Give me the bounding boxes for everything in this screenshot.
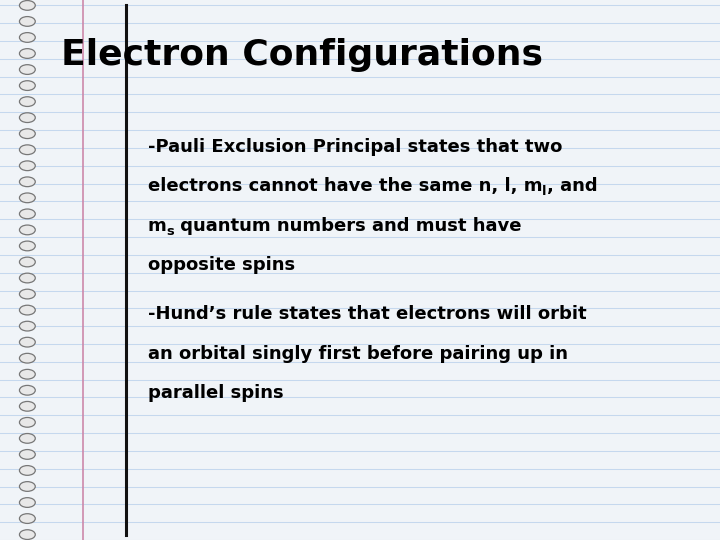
Ellipse shape	[19, 225, 35, 235]
Text: l: l	[542, 177, 546, 190]
Text: -Hund’s rule states that electrons will orbit: -Hund’s rule states that electrons will …	[148, 305, 586, 323]
Text: -Pauli Exclusion Principal states that two: -Pauli Exclusion Principal states that t…	[148, 138, 562, 156]
Ellipse shape	[19, 80, 35, 90]
Ellipse shape	[19, 353, 35, 363]
Ellipse shape	[19, 369, 35, 379]
Ellipse shape	[19, 465, 35, 475]
Text: Electron Configurations: Electron Configurations	[61, 38, 543, 72]
Ellipse shape	[19, 177, 35, 187]
Ellipse shape	[19, 289, 35, 299]
Ellipse shape	[19, 450, 35, 460]
Ellipse shape	[19, 417, 35, 427]
Text: m: m	[148, 217, 166, 234]
Ellipse shape	[19, 482, 35, 491]
Text: quantum numbers and must have: quantum numbers and must have	[174, 217, 521, 234]
Ellipse shape	[19, 113, 35, 123]
Ellipse shape	[19, 401, 35, 411]
Text: m: m	[148, 217, 166, 234]
Ellipse shape	[19, 514, 35, 523]
Ellipse shape	[19, 241, 35, 251]
Ellipse shape	[19, 434, 35, 443]
Text: opposite spins: opposite spins	[148, 256, 294, 274]
Ellipse shape	[19, 97, 35, 106]
Ellipse shape	[19, 321, 35, 331]
Ellipse shape	[19, 193, 35, 202]
Ellipse shape	[19, 498, 35, 508]
Ellipse shape	[19, 386, 35, 395]
Ellipse shape	[19, 530, 35, 539]
Ellipse shape	[19, 49, 35, 58]
Ellipse shape	[19, 145, 35, 154]
Ellipse shape	[19, 209, 35, 219]
Text: electrons cannot have the same n, l, m: electrons cannot have the same n, l, m	[148, 177, 542, 195]
Text: an orbital singly first before pairing up in: an orbital singly first before pairing u…	[148, 345, 567, 362]
Ellipse shape	[19, 1, 35, 10]
Ellipse shape	[19, 32, 35, 42]
Ellipse shape	[19, 338, 35, 347]
Text: s: s	[166, 217, 174, 230]
Ellipse shape	[19, 305, 35, 315]
Text: , and: , and	[546, 177, 597, 195]
Ellipse shape	[19, 273, 35, 283]
Ellipse shape	[19, 129, 35, 139]
Text: parallel spins: parallel spins	[148, 384, 283, 402]
Text: electrons cannot have the same n, l, m: electrons cannot have the same n, l, m	[148, 177, 542, 195]
Ellipse shape	[19, 17, 35, 26]
Ellipse shape	[19, 161, 35, 171]
Ellipse shape	[19, 65, 35, 75]
Text: s: s	[166, 225, 174, 238]
Text: l: l	[542, 185, 546, 198]
Ellipse shape	[19, 257, 35, 267]
